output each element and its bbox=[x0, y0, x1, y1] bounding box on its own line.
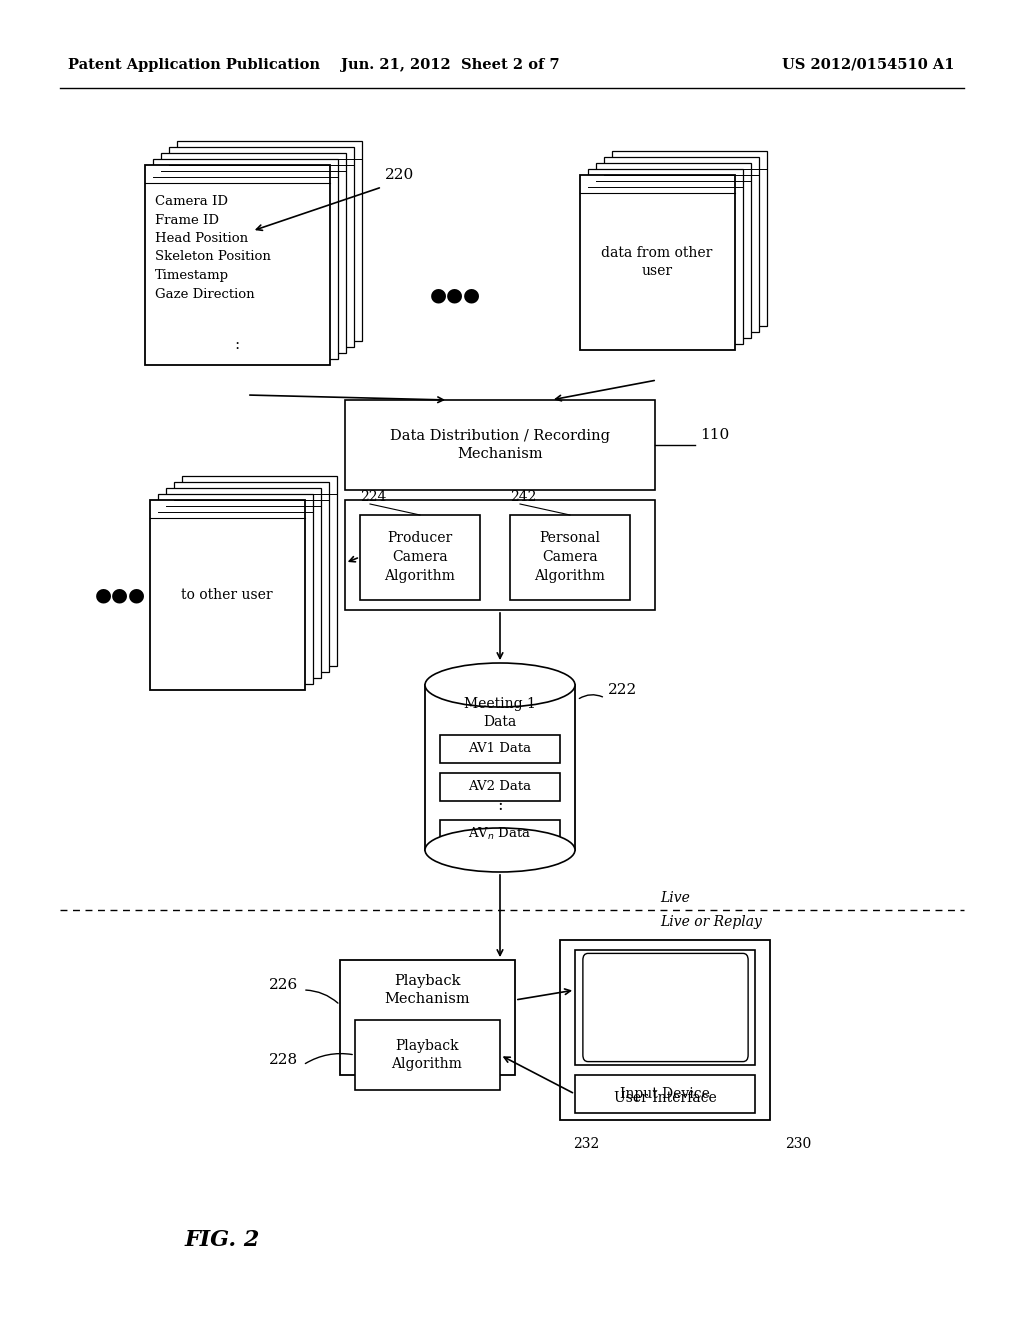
Text: 230: 230 bbox=[785, 1137, 811, 1151]
Bar bbox=[596, 162, 751, 338]
Text: FIG. 2: FIG. 2 bbox=[185, 1229, 260, 1251]
Text: Live or Replay: Live or Replay bbox=[660, 915, 762, 929]
Bar bbox=[440, 774, 560, 801]
Text: Playback
Algorithm: Playback Algorithm bbox=[391, 1039, 463, 1072]
Bar bbox=[440, 820, 560, 847]
Bar bbox=[174, 482, 329, 672]
Bar bbox=[150, 500, 305, 690]
Text: :: : bbox=[498, 797, 503, 814]
Bar bbox=[575, 1074, 755, 1113]
Text: 222: 222 bbox=[608, 682, 637, 697]
Text: ●●●: ●●● bbox=[94, 586, 145, 605]
Bar bbox=[161, 153, 346, 352]
Text: Meeting 1
Data: Meeting 1 Data bbox=[464, 697, 536, 730]
Text: Jun. 21, 2012  Sheet 2 of 7: Jun. 21, 2012 Sheet 2 of 7 bbox=[341, 58, 559, 73]
Text: Camera ID
Frame ID
Head Position
Skeleton Position
Timestamp
Gaze Direction: Camera ID Frame ID Head Position Skeleto… bbox=[155, 195, 271, 301]
Text: AV2 Data: AV2 Data bbox=[468, 780, 531, 793]
Text: Producer
Camera
Algorithm: Producer Camera Algorithm bbox=[385, 531, 456, 583]
Bar bbox=[166, 488, 321, 678]
Ellipse shape bbox=[425, 828, 575, 873]
Bar bbox=[355, 1020, 500, 1090]
Text: ●●●: ●●● bbox=[429, 286, 480, 304]
Bar bbox=[153, 158, 338, 359]
Ellipse shape bbox=[425, 663, 575, 708]
Text: 224: 224 bbox=[360, 490, 386, 504]
Bar bbox=[340, 960, 515, 1074]
Text: 110: 110 bbox=[700, 428, 729, 442]
Text: 226: 226 bbox=[268, 978, 298, 993]
Bar bbox=[345, 500, 655, 610]
Bar bbox=[145, 165, 330, 366]
Text: AV1 Data: AV1 Data bbox=[468, 742, 531, 755]
Bar bbox=[588, 169, 743, 345]
Bar bbox=[604, 157, 759, 333]
Bar bbox=[169, 147, 354, 347]
Text: Live: Live bbox=[660, 891, 690, 906]
Bar bbox=[575, 950, 755, 1065]
Text: 228: 228 bbox=[269, 1053, 298, 1067]
Bar bbox=[560, 940, 770, 1119]
Bar bbox=[177, 141, 362, 341]
Text: 220: 220 bbox=[385, 168, 415, 182]
Text: Patent Application Publication: Patent Application Publication bbox=[68, 58, 319, 73]
Bar bbox=[158, 494, 313, 684]
Text: Personal
Camera
Algorithm: Personal Camera Algorithm bbox=[535, 531, 605, 583]
Bar bbox=[360, 515, 480, 601]
Bar bbox=[440, 735, 560, 763]
Bar bbox=[510, 515, 630, 601]
Bar bbox=[580, 176, 735, 350]
Text: Playback
Mechanism: Playback Mechanism bbox=[384, 974, 470, 1006]
Text: 232: 232 bbox=[573, 1137, 599, 1151]
FancyBboxPatch shape bbox=[583, 953, 749, 1061]
Text: User Interface: User Interface bbox=[613, 1092, 717, 1105]
Bar bbox=[182, 477, 337, 667]
Text: :: : bbox=[234, 338, 240, 352]
Bar bbox=[612, 150, 767, 326]
Text: to other user: to other user bbox=[181, 587, 272, 602]
Text: US 2012/0154510 A1: US 2012/0154510 A1 bbox=[782, 58, 955, 73]
Bar bbox=[345, 400, 655, 490]
Text: data from other
user: data from other user bbox=[601, 246, 713, 279]
Text: Data Distribution / Recording
Mechanism: Data Distribution / Recording Mechanism bbox=[390, 429, 610, 462]
Text: AV$_n$ Data: AV$_n$ Data bbox=[468, 826, 531, 842]
Text: Input Device: Input Device bbox=[621, 1086, 710, 1101]
Text: 242: 242 bbox=[510, 490, 537, 504]
